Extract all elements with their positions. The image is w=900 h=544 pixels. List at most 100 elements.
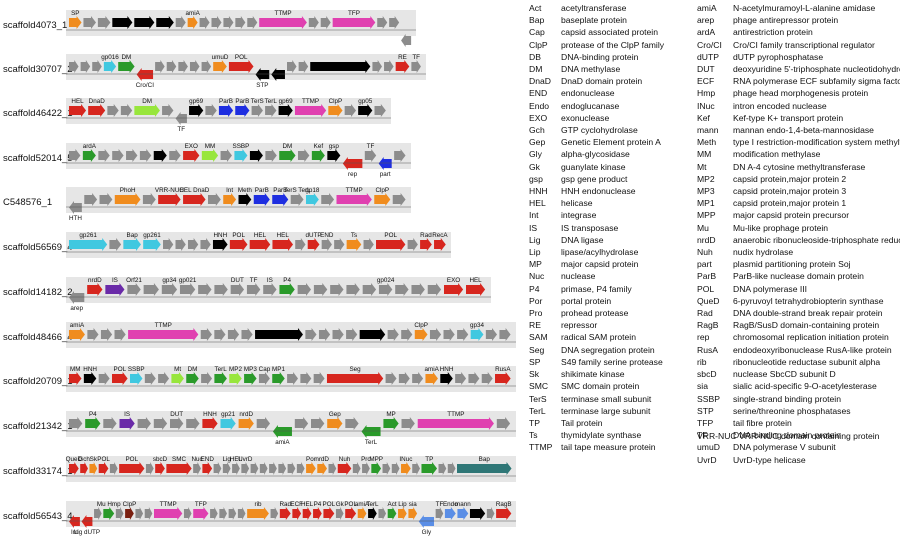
legend-description: exonuclease — [561, 112, 610, 123]
legend-description: capsid protein,major protein 1 — [733, 198, 847, 209]
gene-arrow — [247, 16, 258, 29]
gene-label: Ts — [351, 232, 357, 239]
gene-label: TerL — [265, 98, 278, 105]
legend-description: type I restriction-modification system m… — [733, 137, 900, 148]
gene-arrow — [306, 462, 316, 475]
gene-arrow — [99, 193, 113, 206]
legend-col-2-entry: MP3 capsid protein,major protein 3 — [697, 185, 887, 197]
gene-arrow — [249, 149, 263, 162]
gene-arrow — [332, 328, 344, 341]
gene-arrow — [187, 16, 198, 29]
gene-label: TerL — [366, 501, 379, 508]
gene-arrow — [235, 16, 246, 29]
gene-arrow — [313, 507, 322, 520]
legend-abbr: MP — [529, 259, 542, 270]
gene-arrow — [213, 462, 222, 475]
gene-arrow — [272, 193, 289, 206]
gene-arrow — [346, 238, 362, 251]
gene-label: RecA — [432, 232, 448, 239]
legend-description: dUTP pyrophosphatase — [733, 51, 824, 62]
gene-arrow — [128, 328, 199, 341]
gene-arrow — [153, 507, 183, 520]
legend-abbr: Gly — [529, 149, 542, 160]
gene-label: gp18 — [305, 187, 320, 194]
scaffold-name: scaffold46422_1 — [3, 108, 73, 119]
gene-arrow — [158, 372, 170, 385]
gene-arrow — [364, 149, 377, 162]
gene-arrow — [189, 60, 200, 73]
gene-label: END — [320, 232, 334, 239]
gene-arrow — [387, 328, 399, 341]
gene-arrow — [305, 193, 319, 206]
gene-label: amiA — [355, 501, 370, 508]
gene-arrow — [345, 507, 357, 520]
legend-abbr: DB — [529, 51, 541, 62]
gene-label: nrdD — [88, 277, 102, 284]
gene-arrow — [408, 507, 418, 520]
gene-arrow — [166, 462, 192, 475]
gene-arrow — [318, 328, 331, 341]
gene-arrow — [155, 462, 165, 475]
legend-col-1-entry: P4 primase, P4 family — [529, 283, 719, 295]
gene-arrow — [302, 507, 312, 520]
legend-abbr: dUTP — [697, 51, 719, 62]
gene-label: TTMP — [346, 187, 363, 194]
scaffold-name: scaffold30707_2 — [3, 64, 73, 75]
gene-arrow — [311, 417, 325, 430]
legend-abbr: DM — [529, 64, 543, 75]
gene-arrow — [105, 283, 125, 296]
gene-arrow — [94, 507, 102, 520]
gene-label: P4 — [314, 501, 322, 508]
gene-arrow — [328, 104, 343, 117]
gene-arrow — [246, 283, 261, 296]
gene-label: UvrD — [238, 456, 253, 463]
gene-arrow — [256, 417, 271, 430]
gene-arrow — [103, 60, 117, 73]
gene-arrow — [407, 238, 418, 251]
gene-arrow — [153, 417, 168, 430]
legend-description: nuclease SbcCD subunit D — [733, 369, 836, 380]
legend-description: helicase — [561, 198, 593, 209]
gene-arrow — [227, 328, 240, 341]
legend-description: gsp gene product — [561, 173, 628, 184]
gene-label: Gep — [329, 411, 341, 418]
legend-col-2-entry: DUT deoxyuridine 5'-triphosphate nucleoti… — [697, 63, 900, 75]
gene-label: DM — [188, 366, 198, 373]
gene-arrow — [378, 507, 387, 520]
legend-abbr: nrdD — [697, 234, 716, 245]
legend-abbr: Hmp — [697, 88, 716, 99]
gene-arrow — [158, 193, 181, 206]
legend-description: DNA double-strand break repair protein — [733, 308, 883, 319]
legend-abbr: UvrD — [697, 454, 717, 465]
legend-description: RNA polymerase ECF subfamily sigma facto… — [733, 76, 900, 87]
gene-arrow — [169, 417, 184, 430]
gene-arrow — [371, 462, 382, 475]
legend-description: UvrD-type helicase — [733, 454, 806, 465]
gene-label: rep — [348, 171, 358, 178]
gene-arrow — [411, 283, 425, 296]
legend-description: guanylate kinase — [561, 161, 626, 172]
gene-label: gsp — [329, 143, 340, 150]
gene-label: HNH — [440, 366, 454, 373]
legend-description: major capsid protein precursor — [733, 210, 850, 221]
gene-label: gp21 — [221, 411, 236, 418]
gene-arrow — [212, 238, 228, 251]
legend-abbr: Lig — [529, 234, 541, 245]
gene-label: TF — [250, 277, 258, 284]
gene-arrow — [265, 149, 277, 162]
gene-label: MM — [205, 143, 216, 150]
gene-arrow — [251, 104, 263, 117]
gene-label: TTMP — [274, 10, 291, 17]
legend-abbr: amiA — [697, 3, 717, 13]
gene-label: Endo — [443, 501, 458, 508]
gene-label: POL — [323, 501, 336, 508]
legend-description: DNA methylase — [561, 64, 621, 75]
gene-arrow — [294, 417, 309, 430]
gene-label: dUTP — [306, 232, 322, 239]
gene-arrow — [144, 507, 153, 520]
legend-col-2-entry: TFP tail fibre protein — [697, 417, 887, 429]
gene-label: amiA — [185, 10, 200, 17]
legend-col-2-entry: ardA antirestriction protein — [697, 26, 887, 38]
